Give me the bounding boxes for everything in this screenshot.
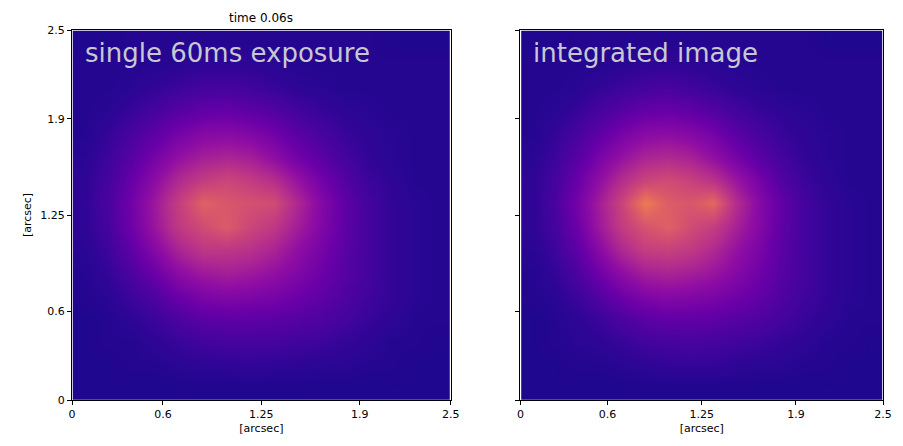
svg-text:0: 0 [58,394,65,407]
svg-text:2.5: 2.5 [47,24,65,37]
svg-text:1.9: 1.9 [787,408,805,421]
svg-text:[arcsec]: [arcsec] [239,422,283,435]
svg-text:0.6: 0.6 [154,408,172,421]
svg-text:1.9: 1.9 [47,113,65,126]
svg-text:1.9: 1.9 [351,408,369,421]
svg-text:1.25: 1.25 [40,209,65,222]
svg-text:1.25: 1.25 [249,408,274,421]
svg-text:0.6: 0.6 [599,408,617,421]
svg-text:2.5: 2.5 [874,408,892,421]
svg-text:single 60ms exposure: single 60ms exposure [85,38,370,68]
svg-text:0: 0 [69,408,76,421]
svg-text:time 0.06s: time 0.06s [229,11,293,25]
svg-text:2.5: 2.5 [442,408,460,421]
svg-text:1.25: 1.25 [689,408,714,421]
svg-text:[arcsec]: [arcsec] [21,193,34,237]
svg-text:integrated image: integrated image [533,38,758,68]
svg-text:0: 0 [517,408,524,421]
svg-text:[arcsec]: [arcsec] [680,422,724,435]
svg-text:0.6: 0.6 [47,305,65,318]
